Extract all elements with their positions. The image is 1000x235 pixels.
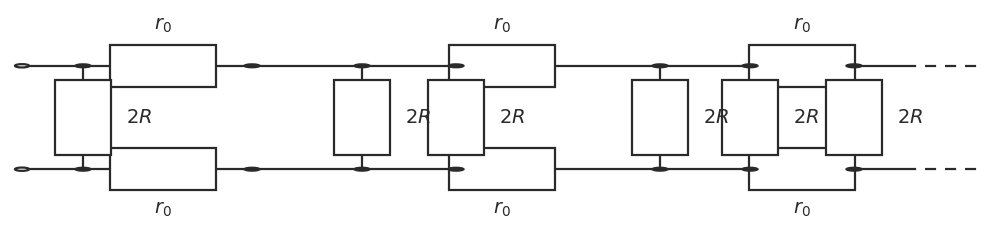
Circle shape: [846, 64, 862, 68]
Bar: [749, 148, 855, 190]
Circle shape: [448, 167, 464, 171]
Text: $r_0$: $r_0$: [154, 200, 172, 219]
Text: $r_0$: $r_0$: [493, 16, 511, 35]
Bar: [428, 80, 484, 155]
Circle shape: [354, 167, 370, 171]
Bar: [110, 45, 216, 87]
Text: $2R$: $2R$: [897, 108, 923, 127]
Bar: [749, 45, 855, 87]
Text: $r_0$: $r_0$: [793, 16, 811, 35]
Bar: [110, 148, 216, 190]
Text: $2R$: $2R$: [405, 108, 431, 127]
Text: $2R$: $2R$: [499, 108, 525, 127]
Bar: [632, 80, 688, 155]
Circle shape: [75, 167, 91, 171]
Bar: [722, 80, 778, 155]
Circle shape: [15, 168, 29, 171]
Circle shape: [15, 64, 29, 67]
Circle shape: [448, 64, 464, 68]
Circle shape: [75, 64, 91, 68]
Circle shape: [354, 64, 370, 68]
Circle shape: [244, 64, 260, 68]
Text: $r_0$: $r_0$: [154, 16, 172, 35]
Circle shape: [652, 64, 668, 68]
Circle shape: [846, 167, 862, 171]
Text: $2R$: $2R$: [793, 108, 819, 127]
Bar: [449, 45, 555, 87]
Circle shape: [742, 167, 758, 171]
Text: $2R$: $2R$: [126, 108, 152, 127]
Text: $r_0$: $r_0$: [493, 200, 511, 219]
Bar: [449, 148, 555, 190]
Text: $2R$: $2R$: [703, 108, 729, 127]
Bar: [55, 80, 111, 155]
Bar: [334, 80, 390, 155]
Circle shape: [742, 64, 758, 68]
Circle shape: [244, 167, 260, 171]
Circle shape: [652, 167, 668, 171]
Text: $r_0$: $r_0$: [793, 200, 811, 219]
Bar: [826, 80, 882, 155]
